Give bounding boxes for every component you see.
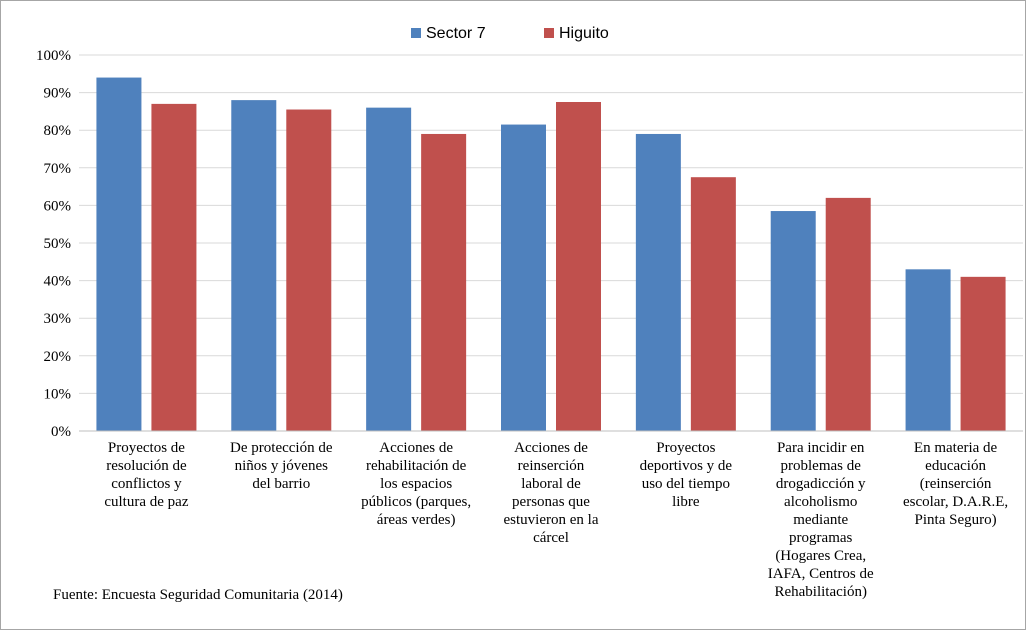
bar-higuito-6 (960, 276, 1006, 431)
legend-label-0: Sector 7 (426, 25, 486, 42)
bar-higuito-1 (286, 109, 332, 432)
bar-higuito-0 (151, 103, 197, 431)
y-tick-label: 0% (51, 424, 71, 440)
x-category-label-line: Proyectos (656, 440, 715, 456)
x-category-label-line: uso del tiempo (642, 476, 730, 492)
y-tick-label: 60% (44, 198, 72, 214)
axes: 0% 10% 20% 30% 40% 50% 60% 70% 80% 90% 100% Proyect… (36, 48, 1023, 600)
bar-higuito-5 (825, 197, 871, 431)
x-category-label-line: programas (789, 530, 852, 546)
bar-sector-7-0 (96, 77, 142, 431)
x-category-label-line: personas que (512, 494, 590, 510)
y-tick-label: 50% (44, 236, 72, 252)
legend-swatch-1 (544, 28, 554, 38)
x-category-label-line: estuvieron en la (504, 512, 599, 528)
bar-sector-7-5 (770, 211, 816, 431)
y-tick-label: 80% (44, 123, 72, 139)
bar-higuito-4 (690, 177, 736, 431)
x-category-label-line: cárcel (533, 530, 569, 546)
x-category-label-line: (reinserción (920, 476, 992, 492)
x-category-label: De protección de niños y jóvenes del barri… (230, 440, 333, 492)
x-category-label-line: Pinta Seguro) (915, 512, 997, 528)
x-category-label-line: Para incidir en (777, 440, 865, 456)
x-category-label-line: educación (925, 458, 986, 474)
y-tick-label: 90% (44, 86, 72, 102)
x-category-label-line: mediante (793, 512, 848, 528)
source-note: Fuente: Encuesta Seguridad Comunitaria (… (53, 587, 343, 603)
x-category-label-line: De protección de (230, 440, 333, 456)
x-category-label-line: Acciones de (514, 440, 588, 456)
x-category-label-line: niños y jóvenes (235, 458, 328, 474)
x-category-label-line: Acciones de (379, 440, 453, 456)
x-category-label: Acciones de rehabilitación de los espacios… (361, 440, 471, 528)
x-category-label-line: rehabilitación de (366, 458, 467, 474)
bar-sector-7-3 (501, 124, 546, 431)
x-category-label-line: drogadicción y (776, 476, 866, 492)
gridlines (79, 54, 1023, 394)
y-tick-label: 30% (44, 311, 72, 327)
y-tick-label: 70% (44, 161, 72, 177)
x-category-label-line: problemas de (781, 458, 862, 474)
x-category-label-line: del barrio (252, 476, 310, 492)
x-category-label-line: IAFA, Centros de (768, 566, 874, 582)
x-category-label-line: los espacios (380, 476, 452, 492)
x-category-label-line: laboral de (521, 476, 581, 492)
bar-sector-7-1 (231, 100, 277, 432)
x-category-label-line: deportivos y de (640, 458, 733, 474)
y-tick-label: 10% (44, 386, 72, 402)
x-category-label-line: Proyectos de (108, 440, 185, 456)
x-category-label: Acciones de reinserción laboral de personas… (504, 440, 599, 546)
x-category-label: Proyectos de resolución de conflictos y cul… (104, 440, 188, 510)
bar-sector-7-6 (905, 269, 951, 431)
x-category-label-line: libre (672, 494, 700, 510)
legend-label-1: Higuito (559, 25, 609, 42)
bar-higuito-2 (421, 133, 467, 431)
x-category-label-line: En materia de (914, 440, 998, 456)
legend: Sector 7 Higuito (411, 25, 609, 42)
x-category-label-line: (Hogares Crea, (775, 548, 866, 564)
x-category-label-line: cultura de paz (104, 494, 188, 510)
bar-sector-7-4 (635, 133, 681, 431)
bar-sector-7-2 (366, 107, 412, 431)
bars (96, 77, 1006, 432)
x-category-label-line: conflictos y (111, 476, 182, 492)
x-category-label: En materia de educación (reinserción escola… (903, 440, 1008, 528)
x-category-label-line: reinserción (518, 458, 585, 474)
x-category-label-line: escolar, D.A.R.E, (903, 494, 1008, 510)
x-category-label-line: resolución de (106, 458, 187, 474)
legend-swatch-0 (411, 28, 421, 38)
y-tick-label: 40% (44, 274, 72, 290)
x-category-label: Proyectos deportivos y de uso del tiempo li… (640, 440, 733, 510)
bar-higuito-3 (556, 102, 601, 431)
x-category-label-line: Rehabilitación) (774, 584, 866, 600)
x-category-label: Para incidir en problemas de drogadicción … (768, 440, 874, 600)
y-tick-label: 20% (44, 349, 72, 365)
x-category-label-line: áreas verdes) (377, 512, 456, 528)
x-category-label-line: alcoholismo (784, 494, 857, 510)
x-category-label-line: públicos (parques, (361, 494, 471, 510)
y-tick-label: 100% (36, 48, 71, 64)
